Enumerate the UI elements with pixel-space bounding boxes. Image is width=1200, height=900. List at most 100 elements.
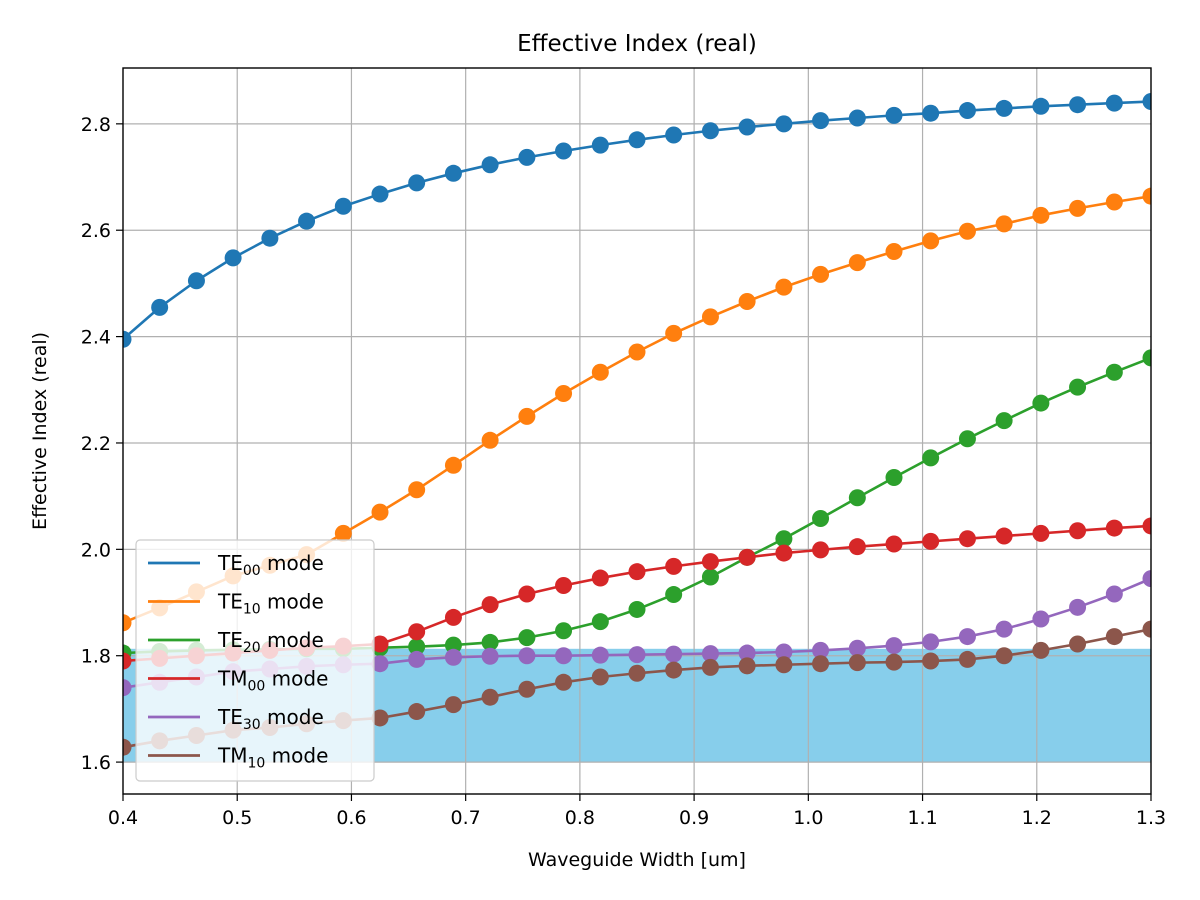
data-point [444,696,462,714]
data-point [775,278,793,296]
data-point [701,553,719,571]
data-point [518,585,536,603]
data-point [665,661,683,679]
data-point [1069,96,1087,114]
x-tick-label: 1.2 [1022,807,1052,829]
data-point [444,648,462,666]
legend-entry: TM10 mode [148,744,328,772]
data-point [334,197,352,215]
data-point [444,456,462,474]
data-point [123,330,132,348]
data-point [885,242,903,260]
data-point [1032,97,1050,115]
data-point [1105,628,1123,646]
y-tick-label: 2.2 [81,433,111,455]
data-point [922,104,940,122]
data-point [738,548,756,566]
x-tick-label: 1.3 [1136,807,1166,829]
data-point [1032,206,1050,224]
legend-label: TE10 mode [217,590,324,618]
y-tick-label: 2.8 [81,114,111,136]
legend-entry: TE00 mode [148,551,324,579]
data-point [444,164,462,182]
data-point [812,112,830,130]
data-point [1069,378,1087,396]
legend-label: TE00 mode [217,551,324,579]
y-tick-label: 2.4 [81,327,111,349]
data-point [408,174,426,192]
data-point [958,530,976,548]
data-point [518,407,536,425]
data-point [848,639,866,657]
data-point [481,156,499,174]
data-point [371,655,389,673]
data-point [555,622,573,640]
data-point [261,229,279,247]
data-point [1142,93,1151,111]
data-point [123,652,132,670]
data-point [812,641,830,659]
data-point [812,509,830,527]
data-point [995,647,1013,665]
data-point [555,385,573,403]
data-point [444,608,462,626]
data-point [812,655,830,673]
data-point [518,680,536,698]
data-point [555,647,573,665]
data-point [628,563,646,581]
data-point [775,643,793,661]
data-point [628,600,646,618]
data-point [848,489,866,507]
data-point [885,106,903,124]
plot-frame [122,67,1152,795]
tick-layer: 0.4 0.5 0.6 0.7 0.8 0.9 1.0 1.1 1.2 1.3 1.6 1.8 2.0 2… [81,114,1166,829]
data-point [775,544,793,562]
data-point [518,647,536,665]
data-point [1032,641,1050,659]
data-point [848,654,866,672]
data-point [518,148,536,166]
legend-entry: TM00 mode [148,667,328,695]
data-point [408,481,426,499]
data-point [123,738,132,756]
x-tick-label: 0.8 [565,807,595,829]
x-tick-label: 0.9 [679,807,709,829]
data-point [922,633,940,651]
data-point [922,532,940,550]
y-tick-label: 2.6 [81,220,111,242]
legend-entry: TE10 mode [148,590,324,618]
data-point [775,115,793,133]
x-tick-label: 0.7 [451,807,481,829]
data-point [1105,519,1123,537]
data-point [958,650,976,668]
legend-label: TE20 mode [217,628,324,656]
data-point [408,703,426,721]
data-point [518,629,536,647]
data-point [628,646,646,664]
data-point [885,469,903,487]
data-point [958,222,976,240]
y-tick-label: 1.8 [81,646,111,668]
data-point [995,215,1013,233]
data-point [812,265,830,283]
data-point [408,650,426,668]
x-tick-label: 0.4 [108,807,138,829]
data-point [995,620,1013,638]
data-point [1142,349,1151,367]
data-point [665,645,683,663]
data-point [665,557,683,575]
data-point [591,569,609,587]
data-point [555,673,573,691]
data-point [555,142,573,160]
data-point [1142,517,1151,535]
data-point [1032,524,1050,542]
data-point [701,122,719,140]
x-tick-label: 1.1 [907,807,937,829]
legend-label: TM10 mode [217,744,328,772]
data-point [958,628,976,646]
data-point [885,637,903,655]
data-point [591,363,609,381]
data-point [995,527,1013,545]
y-tick-label: 1.6 [81,752,111,774]
